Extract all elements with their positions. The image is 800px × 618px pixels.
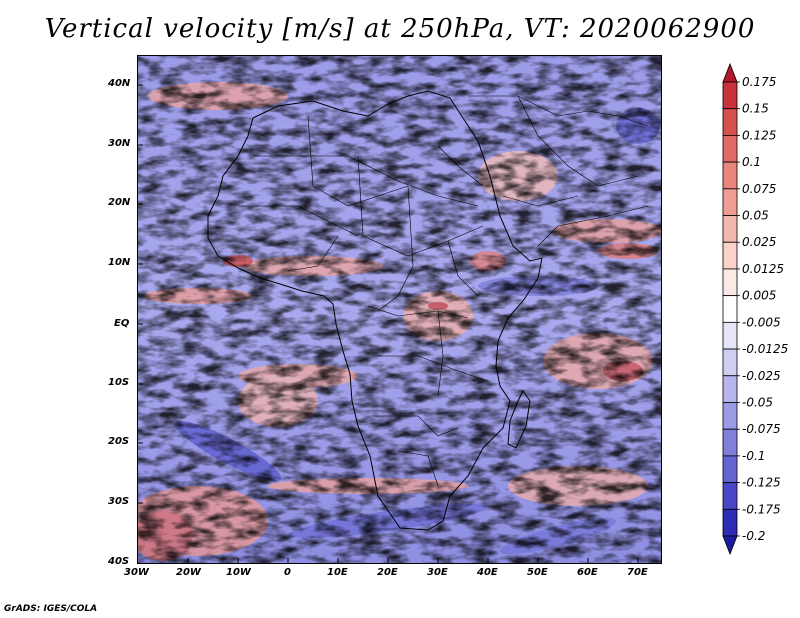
colorbar-swatch <box>722 402 738 430</box>
lat-label-10n: 10N <box>108 257 131 268</box>
colorbar-label: -0.005 <box>742 315 781 329</box>
colorbar-label: 0.005 <box>742 289 776 303</box>
colorbar-label: -0.2 <box>742 529 765 543</box>
colorbar-label: -0.0125 <box>742 342 788 356</box>
colorbar-label: -0.1 <box>742 449 765 463</box>
lat-label-20s: 20S <box>108 436 130 447</box>
colorbar-label: 0.125 <box>742 128 776 142</box>
lat-label-30s: 30S <box>108 496 130 507</box>
lon-label-30w: 30W <box>124 567 149 578</box>
lon-label-10w: 10W <box>226 567 251 578</box>
colorbar-swatch <box>722 81 738 110</box>
lat-label-40n: 40N <box>108 78 131 89</box>
lon-label-50e: 50E <box>527 567 548 578</box>
colorbar-label: 0.075 <box>742 182 776 196</box>
lon-label-60e: 60E <box>577 567 598 578</box>
colorbar-label: -0.175 <box>742 502 781 516</box>
colorbar-swatch <box>722 375 738 403</box>
colorbar-swatch <box>722 215 738 243</box>
lon-label-20w: 20W <box>176 567 201 578</box>
colorbar-swatch <box>722 108 738 136</box>
map-title: Vertical velocity [m/s] at 250hPa, VT: 2… <box>44 14 756 44</box>
lon-label-10e: 10E <box>327 567 348 578</box>
colorbar-label: -0.025 <box>742 369 781 383</box>
lat-label-10s: 10S <box>108 377 130 388</box>
colorbar-label: -0.125 <box>742 476 781 490</box>
lat-label-20n: 20N <box>108 197 131 208</box>
colorbar-swatch <box>722 188 738 216</box>
colorbar-label: 0.05 <box>742 209 769 223</box>
colorbar: 0.175 0.15 0.125 0.1 0.075 0.05 0.025 0.0125 0.0… <box>722 62 788 556</box>
lon-label-40e: 40E <box>477 567 498 578</box>
lat-label-40s: 40S <box>108 556 130 567</box>
colorbar-label: 0.15 <box>742 102 769 116</box>
lon-label-0: 0 <box>284 567 291 578</box>
colorbar-swatch <box>722 482 738 510</box>
colorbar-label: 0.1 <box>742 155 761 169</box>
lat-label-30n: 30N <box>108 138 131 149</box>
lon-label-70e: 70E <box>627 567 648 578</box>
colorbar-label: 0.175 <box>742 75 776 89</box>
madagascar-outline <box>507 390 531 449</box>
frame-ticks <box>138 84 639 563</box>
lon-label-20e: 20E <box>377 567 398 578</box>
colorbar-label: -0.075 <box>742 422 781 436</box>
colorbar-swatch <box>722 348 738 377</box>
colorbar-label: 0.025 <box>742 235 776 249</box>
lon-label-30e: 30E <box>427 567 448 578</box>
colorbar-swatch <box>722 455 738 483</box>
colorbar-swatch <box>722 508 738 537</box>
lat-label-eq: EQ <box>114 318 130 329</box>
vertical-velocity-field <box>138 56 661 563</box>
footer-credit: GrADS: IGES/COLA <box>4 604 98 614</box>
colorbar-swatch <box>722 268 738 297</box>
colorbar-swatch <box>722 295 738 323</box>
colorbar-label: 0.0125 <box>742 262 784 276</box>
colorbar-swatch <box>722 428 738 457</box>
colorbar-label: -0.05 <box>742 395 773 409</box>
colorbar-swatch <box>722 241 738 270</box>
country-borders <box>238 95 649 487</box>
map-panel[interactable] <box>137 55 662 564</box>
field-texture <box>138 56 661 563</box>
colorbar-swatch <box>722 321 738 350</box>
colorbar-swatch <box>722 161 738 190</box>
africa-coastline <box>207 90 543 531</box>
colorbar-bottom-arrow <box>722 535 738 556</box>
colorbar-top-arrow <box>722 62 738 83</box>
colorbar-swatch <box>722 135 738 163</box>
